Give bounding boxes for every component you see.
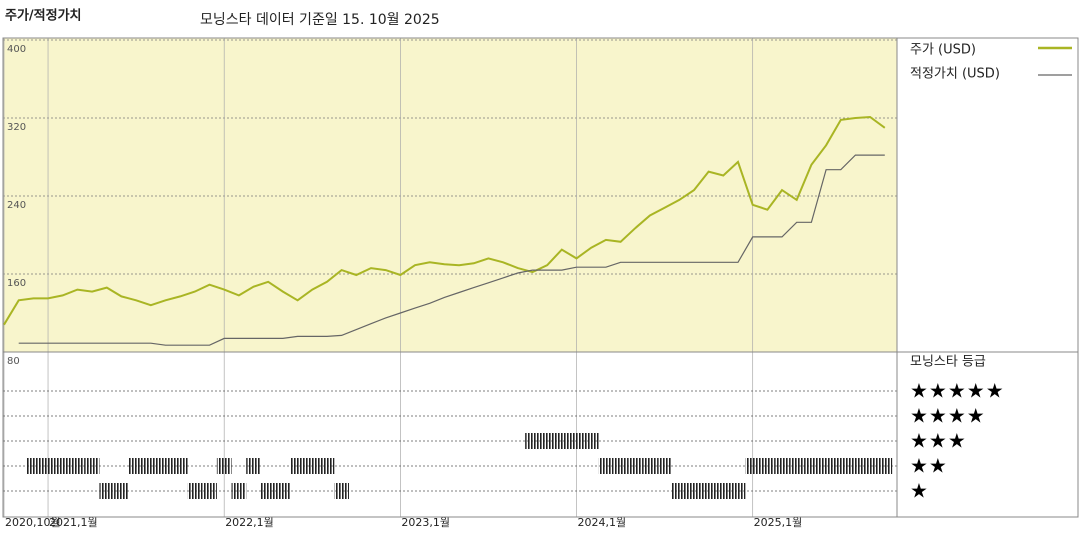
rating-block [730, 483, 746, 499]
rating-block [804, 458, 819, 474]
rating-block [715, 483, 731, 499]
rating-block [745, 458, 761, 474]
rating-block [26, 458, 41, 474]
rating-block [202, 483, 217, 499]
x-tick-label: 2021,1월 [49, 516, 98, 529]
frame [2, 37, 1079, 518]
rating-block [789, 458, 805, 474]
legend-label: 주가 (USD) [910, 43, 976, 58]
y-tick-label: 80 [7, 356, 20, 367]
rating-block [84, 458, 100, 474]
rating-block [833, 458, 849, 474]
rating-block [701, 483, 716, 499]
rating-block [642, 458, 658, 474]
legend-label: 적정가치 (USD) [910, 67, 1000, 82]
rating-label: ★★★ [910, 429, 967, 453]
rating-block [627, 458, 643, 474]
rating-block [877, 458, 893, 474]
rating-block [275, 483, 291, 499]
rating-block [158, 458, 173, 474]
rating-label: ★★ [910, 454, 948, 478]
plot-background [3, 38, 897, 352]
rating-block [99, 483, 115, 499]
rating-block [539, 433, 555, 449]
rating-block [143, 458, 159, 474]
rating-block [554, 433, 570, 449]
rating-block [583, 433, 599, 449]
rating-block [760, 458, 775, 474]
rating-block [172, 458, 188, 474]
rating-block [613, 458, 628, 474]
ratings-title: 모닝스타 등급 [910, 355, 986, 370]
rating-block [569, 433, 584, 449]
rating-block [774, 458, 790, 474]
rating-block [657, 458, 672, 474]
rating-block [686, 483, 702, 499]
x-tick-label: 2024,1월 [578, 516, 627, 529]
y-tick-label: 160 [7, 278, 26, 289]
rating-block [671, 483, 687, 499]
rating-block [334, 483, 349, 499]
x-tick-label: 2020,10월 [5, 516, 61, 529]
rating-block [818, 458, 834, 474]
x-tick-label: 2023,1월 [401, 516, 450, 529]
rating-block [114, 483, 129, 499]
rating-block [55, 458, 71, 474]
y-tick-label: 240 [7, 200, 26, 211]
rating-block [525, 433, 540, 449]
rating-block [40, 458, 56, 474]
chart-title: 주가/적정가치 [5, 8, 82, 24]
y-tick-label: 320 [7, 122, 26, 133]
rating-block [128, 458, 144, 474]
rating-block [187, 483, 203, 499]
rating-block [246, 458, 261, 474]
rating-label: ★★★★★ [910, 379, 1005, 403]
x-tick-label: 2025,1월 [754, 516, 803, 529]
rating-block [319, 458, 335, 474]
y-tick-label: 400 [7, 44, 26, 55]
x-tick-label: 2022,1월 [225, 516, 274, 529]
rating-block [848, 458, 863, 474]
rating-block [70, 458, 85, 474]
rating-label: ★ [910, 479, 929, 503]
rating-block [216, 458, 232, 474]
rating-block [290, 458, 305, 474]
chart-subtitle: 모닝스타 데이터 기준일 15. 10월 2025 [200, 12, 440, 28]
series-line [18, 154, 885, 346]
rating-label: ★★★★ [910, 404, 986, 428]
rating-block [231, 483, 247, 499]
rating-block [260, 483, 276, 499]
rating-block [862, 458, 878, 474]
rating-block [598, 458, 614, 474]
rating-block [304, 458, 320, 474]
series-line [3, 115, 886, 326]
